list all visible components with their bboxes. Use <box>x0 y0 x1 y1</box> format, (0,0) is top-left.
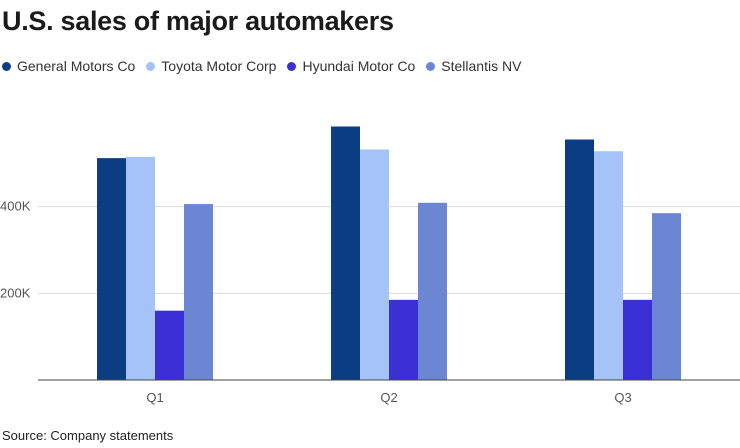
legend-label: Toyota Motor Corp <box>161 58 277 74</box>
bar-q1-series-1 <box>126 156 155 380</box>
bar-q1-series-0 <box>97 158 126 380</box>
y-tick-label: 200K <box>0 285 31 300</box>
legend-swatch <box>2 61 11 71</box>
source-note: Source: Company statements <box>2 428 174 443</box>
legend-item-3: Stellantis NV <box>426 58 521 74</box>
chart-title: U.S. sales of major automakers <box>2 6 394 36</box>
legend-item-1: Toyota Motor Corp <box>146 58 276 74</box>
bar-q2-series-3 <box>418 202 447 380</box>
legend: General Motors Co Toyota Motor Corp Hyunda… <box>2 58 532 74</box>
legend-item-2: Hyundai Motor Co <box>287 58 415 74</box>
legend-swatch <box>287 61 297 71</box>
bar-q3-series-3 <box>652 213 681 380</box>
bar-q1-series-2 <box>155 310 184 380</box>
x-tick-label: Q2 <box>380 390 397 405</box>
bar-q3-series-0 <box>565 139 594 380</box>
bar-q3-series-2 <box>623 299 652 380</box>
x-tick-label: Q1 <box>146 390 163 405</box>
legend-swatch <box>146 61 156 71</box>
legend-label: Hyundai Motor Co <box>302 58 416 74</box>
legend-swatch <box>426 61 436 71</box>
legend-label: General Motors Co <box>17 58 136 74</box>
y-tick-label: 400K <box>0 199 31 214</box>
bar-q2-series-2 <box>389 299 418 380</box>
bar-q2-series-0 <box>331 126 360 380</box>
legend-item-0: General Motors Co <box>2 58 135 74</box>
bar-q3-series-1 <box>594 151 623 380</box>
bar-q2-series-1 <box>360 149 389 380</box>
x-tick-label: Q3 <box>614 390 631 405</box>
bar-q1-series-3 <box>184 204 213 380</box>
legend-label: Stellantis NV <box>441 58 522 74</box>
